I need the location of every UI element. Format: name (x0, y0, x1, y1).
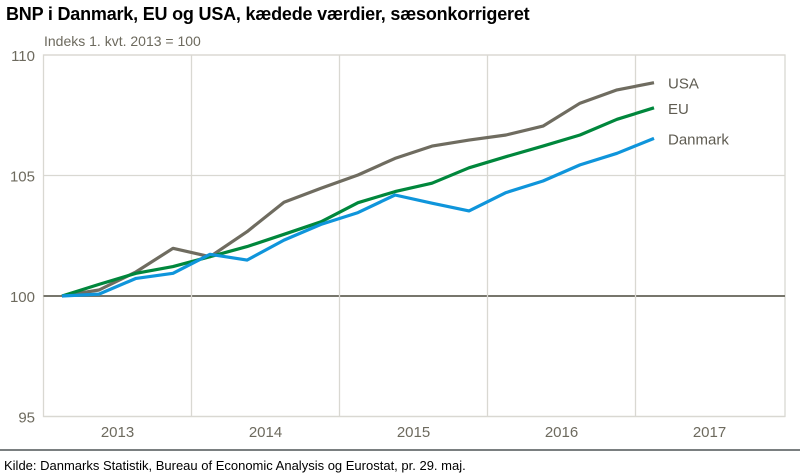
series-label-usa: USA (668, 76, 699, 93)
series-label-danmark: Danmark (668, 131, 729, 148)
y-tick-label: 95 (18, 410, 35, 427)
chart-title: BNP i Danmark, EU og USA, kædede værdier… (6, 4, 530, 24)
x-tick-label: 2017 (693, 424, 726, 441)
line-chart: 95 100 105 110 2013 2014 2015 2016 2017 USA EU Danm… (10, 48, 786, 441)
footer-divider (0, 449, 800, 451)
series-label-eu: EU (668, 101, 689, 118)
y-tick-label: 110 (11, 48, 35, 65)
x-tick-label: 2014 (249, 424, 282, 441)
y-tick-label: 100 (10, 289, 35, 306)
series-danmark: Danmark (61, 131, 729, 298)
series-eu: EU (61, 101, 689, 298)
series-line-danmark (61, 136, 655, 298)
y-tick-label: 105 (10, 169, 35, 186)
x-tick-label: 2015 (397, 424, 430, 441)
series-line-eu (61, 106, 655, 298)
x-tick-label: 2013 (101, 424, 134, 441)
series-usa: USA (61, 76, 699, 298)
series-line-usa (61, 81, 655, 298)
x-tick-label: 2016 (545, 424, 578, 441)
chart-subtitle: Indeks 1. kvt. 2013 = 100 (44, 33, 201, 49)
source-note: Kilde: Danmarks Statistik, Bureau of Eco… (4, 458, 466, 473)
